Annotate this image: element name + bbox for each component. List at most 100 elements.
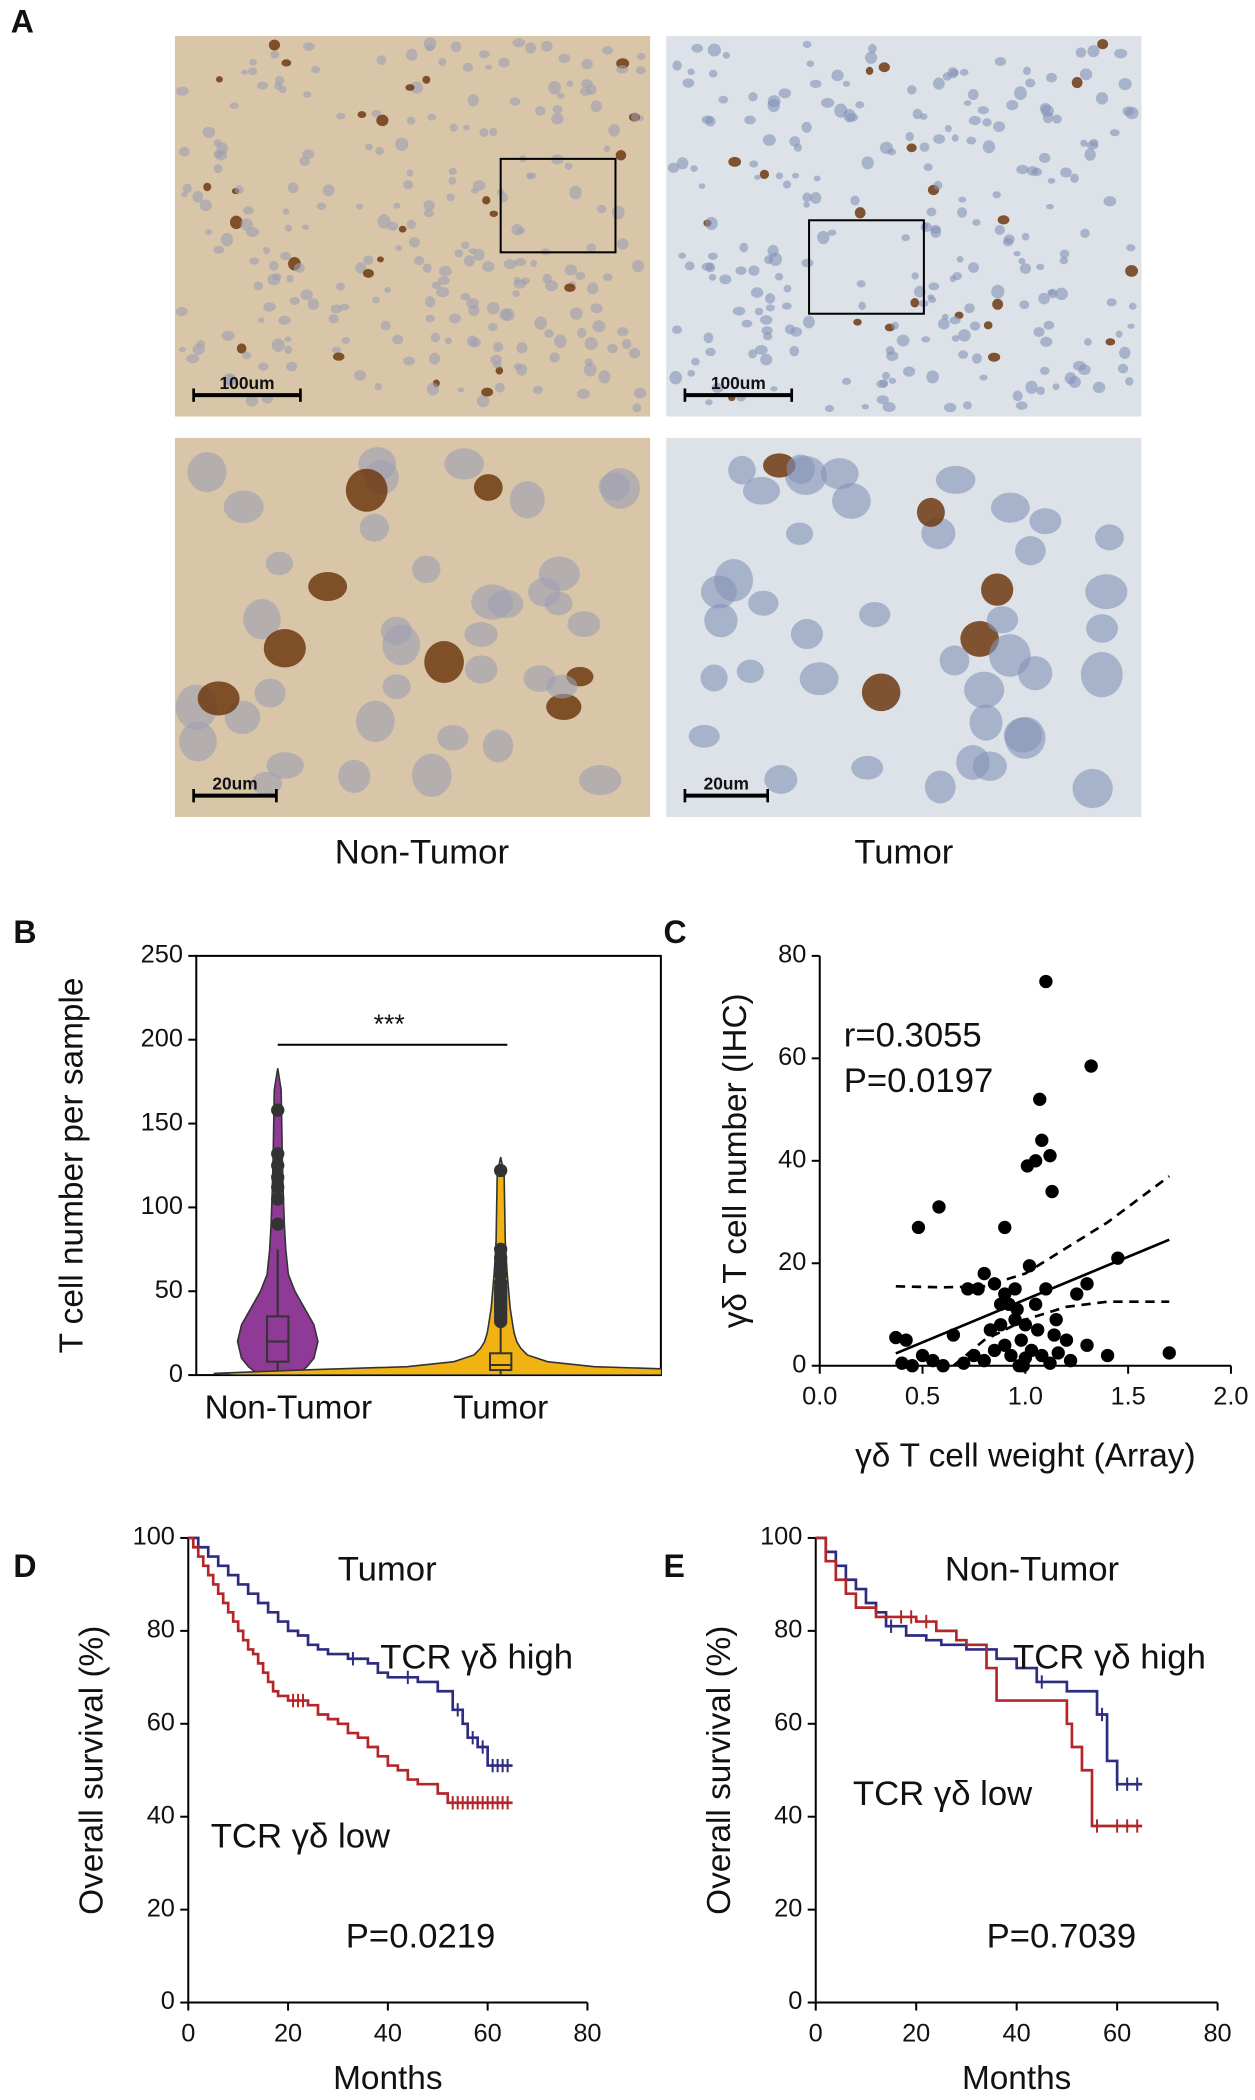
survival-curve [815,1536,1143,1786]
scatter-point [1016,1359,1030,1373]
cell [468,248,477,254]
cell [557,92,565,99]
scatter-point [1039,974,1053,989]
cell [242,206,254,215]
cell [300,289,313,301]
cell [564,162,573,170]
cell [256,81,269,90]
cell [581,58,593,70]
cell [754,307,764,316]
cell [175,306,188,317]
cell [363,255,374,265]
cell [532,385,544,394]
scatter-point [1051,1346,1065,1360]
cell [607,343,618,354]
scatter-point [1030,1323,1045,1337]
y-tick-label: 150 [141,1108,183,1136]
outlier-point [271,1103,285,1117]
cell [992,298,1004,310]
cell [705,262,716,273]
cell [240,218,254,231]
cell [990,492,1030,523]
cell [784,324,796,335]
regression-line [895,1238,1170,1355]
cell [963,100,972,106]
cell [722,51,731,59]
cell [813,175,821,182]
scatter-point [905,1359,919,1373]
scale-bar-label: 100um [711,373,766,393]
cell [546,674,578,699]
cell [760,315,773,325]
cell [684,261,695,271]
cell [861,673,901,712]
cell [1014,86,1027,101]
cell [460,293,471,301]
cell [223,374,236,387]
annotation: r=0.3055 [844,1016,982,1054]
cell [464,622,498,647]
cell [949,316,961,325]
cell [598,370,611,384]
cell [517,227,525,234]
scatter-point [998,1220,1012,1235]
cell [577,327,587,339]
scatter-point [1014,1333,1028,1347]
cell [736,659,764,684]
cell [182,183,192,194]
y-axis-label: T cell number per sample [53,978,90,1354]
cell [669,371,683,385]
scatter-point [1022,1259,1037,1273]
cell [476,394,490,408]
panel-letter: D [13,1548,36,1584]
inset-box [808,219,925,315]
cell [1086,141,1099,150]
x-tick-label: 80 [573,2019,601,2047]
cell [395,245,403,251]
cell [957,207,968,218]
cell [913,285,926,298]
cell [748,265,760,276]
outlier-point [271,1170,285,1184]
cell [820,458,859,490]
cell [355,700,395,743]
cell [199,199,212,212]
cell [1015,401,1028,410]
cell [473,474,503,501]
cell [803,201,810,208]
cell [592,320,606,333]
cell [590,303,603,314]
scatter-point [1043,1356,1057,1370]
cell [767,95,781,108]
cell [672,60,682,71]
cell [1002,237,1014,247]
cell [930,224,941,234]
cell [450,41,462,53]
cell [338,759,371,793]
cell [1039,102,1052,114]
cell [861,156,874,170]
cell [286,274,294,283]
cell [1033,326,1045,338]
cell [790,619,823,650]
cell [832,483,871,519]
cell [708,273,717,281]
y-tick-label: 0 [169,1360,183,1388]
cell [786,454,815,485]
cell [1015,536,1046,566]
cell [528,577,561,607]
scale-bar-label: 100um [220,373,275,393]
cell [1046,203,1054,210]
cell [611,205,625,220]
cell [345,468,388,512]
cell [979,374,988,381]
cell [395,137,409,152]
cell [707,43,721,57]
cell [1084,338,1092,346]
cell [960,621,999,657]
outlier-point [271,1192,285,1206]
cell [596,204,607,214]
cell [1072,768,1113,809]
cell [534,316,548,330]
cell [470,188,479,194]
